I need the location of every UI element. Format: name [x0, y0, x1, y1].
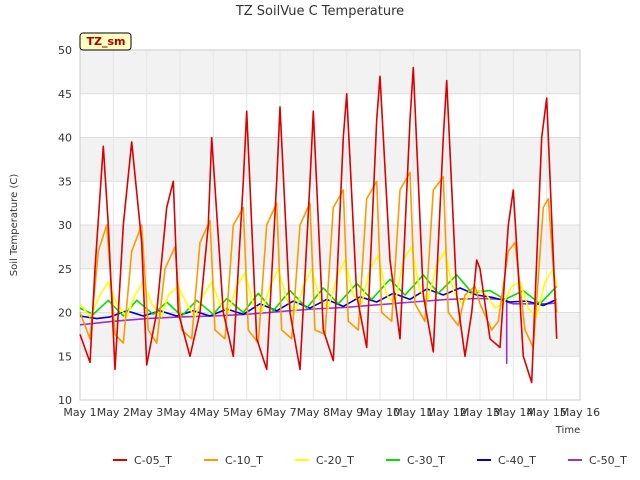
plot-band — [80, 93, 580, 138]
series-line-c-10-t — [79, 171, 558, 349]
x-tick-label: May 2 — [97, 406, 130, 419]
x-tick-label: May 1 — [63, 406, 96, 419]
badge-box — [79, 32, 132, 51]
series-line-c-30-t — [79, 274, 558, 317]
y-tick-label: 20 — [58, 307, 72, 320]
x-axis-label: Time — [555, 425, 580, 436]
y-tick-label: 40 — [58, 132, 72, 145]
plot-background — [80, 50, 580, 400]
station-badge: TZ_sm — [79, 32, 132, 51]
x-tick-label: May 12 — [427, 406, 467, 419]
chart-title: TZ SoilVue C Temperature — [235, 4, 404, 19]
x-tick-label: May 14 — [493, 406, 533, 419]
y-tick-label: 50 — [58, 44, 72, 57]
legend-label: C-05_T — [134, 454, 172, 467]
x-tick-label: May 10 — [360, 406, 400, 419]
y-tick-label: 45 — [58, 88, 72, 101]
x-tick-label: May 6 — [230, 406, 263, 419]
y-tick-label: 10 — [58, 394, 72, 407]
x-tick-labels: May 1 May 2 May 3 May 4 May 5 May 6 May 7 May 8… — [63, 406, 600, 419]
x-tick-label: May 15 — [527, 406, 567, 419]
series-line-c-20-t — [79, 246, 558, 318]
badge-label: TZ_sm — [87, 35, 126, 48]
x-tick-label: May 11 — [393, 406, 433, 419]
x-tick-label: May 13 — [460, 406, 500, 419]
x-tick-label: May 9 — [330, 406, 363, 419]
x-tick-label: May 4 — [163, 406, 196, 419]
legend-label: C-10_T — [225, 454, 263, 467]
x-tick-label: May 5 — [197, 406, 230, 419]
x-tick-label: May 3 — [130, 406, 163, 419]
plot-band — [80, 356, 580, 400]
plot-band — [80, 137, 580, 182]
legend-label: C-20_T — [316, 454, 354, 467]
legend-label: C-40_T — [498, 454, 536, 467]
x-tick-label: May 8 — [297, 406, 330, 419]
series-layer — [79, 66, 558, 384]
x-tick-label: May 7 — [263, 406, 296, 419]
grid-lines — [79, 49, 581, 401]
y-axis-label: Soil Temperature (C) — [9, 174, 20, 277]
y-tick-label: 25 — [58, 263, 72, 276]
y-tick-label: 30 — [58, 219, 72, 232]
y-tick-label: 35 — [58, 175, 72, 188]
plot-frame — [79, 49, 581, 401]
y-tick-label: 15 — [58, 350, 72, 363]
legend: C-05_T C-10_T C-20_T C-30_T C-40_T C-50_T — [113, 454, 627, 467]
series-line-c-05-t — [79, 66, 558, 384]
x-tick-label: May 16 — [560, 406, 600, 419]
y-tick-labels: 10 15 20 25 30 35 40 45 50 — [58, 44, 72, 407]
legend-label: C-50_T — [589, 454, 627, 467]
plot-band — [80, 181, 580, 225]
legend-label: C-30_T — [407, 454, 445, 467]
plot-band — [80, 50, 580, 94]
